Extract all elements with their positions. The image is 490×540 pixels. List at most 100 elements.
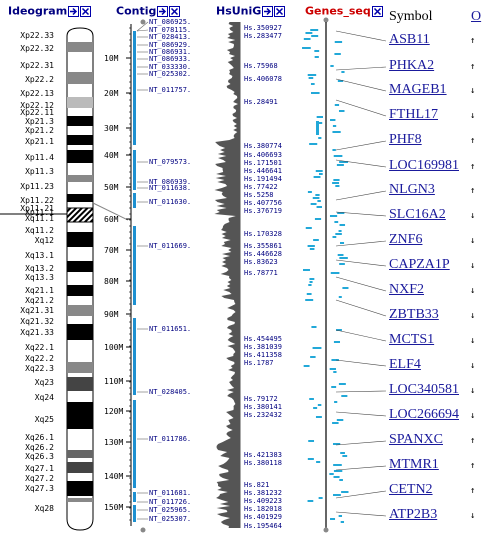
- gene-leader-line: [335, 329, 387, 342]
- gene-box: [334, 41, 343, 43]
- gene-box: [341, 491, 349, 493]
- gene-box: [332, 422, 339, 424]
- right-arrow-icon[interactable]: [262, 5, 274, 17]
- ideogram-band-label: Xq21.1: [25, 286, 54, 295]
- contig-label: NT_011681.: [149, 489, 192, 497]
- gene-box: [315, 416, 322, 418]
- scale-label: 90M: [104, 310, 119, 319]
- gene-symbol-link[interactable]: ZBTB33: [389, 307, 439, 322]
- gene-symbol-link[interactable]: PHF8: [389, 132, 422, 147]
- gene-symbol-link[interactable]: ASB11: [389, 32, 430, 47]
- gene-box: [332, 125, 337, 127]
- orientation-arrow: ↓: [470, 261, 476, 271]
- gene-symbol-link[interactable]: ELF4: [389, 357, 421, 372]
- gene-box: [310, 83, 315, 85]
- gene-symbol-link[interactable]: LOC266694: [389, 407, 459, 422]
- ideogram-band: [67, 116, 93, 126]
- ideogram-band: [67, 305, 93, 316]
- gene-box: [310, 203, 317, 205]
- gene-box: [330, 65, 334, 67]
- orientation-arrow: ↓: [470, 286, 476, 296]
- ideogram-band-label: Xp22.2: [25, 75, 54, 84]
- unigene-label: Hs.401929: [244, 513, 282, 521]
- close-x-icon[interactable]: [80, 5, 92, 17]
- contig-bar: [133, 318, 136, 395]
- unigene-label: Hs.821: [244, 481, 270, 489]
- unigene-label: Hs.75968: [244, 62, 278, 70]
- contig-label: NT_086925.: [149, 18, 192, 26]
- gene-box: [308, 440, 315, 442]
- gene-symbol-link[interactable]: CAPZA1P: [389, 257, 450, 272]
- gene-leader-line: [335, 140, 387, 151]
- gene-box: [338, 110, 345, 112]
- gene-symbol-link[interactable]: FTHL17: [389, 107, 438, 122]
- ideogram-band-label: Xq21.31: [20, 306, 54, 315]
- gene-symbol-link[interactable]: MCTS1: [389, 332, 435, 347]
- gene-symbol-link[interactable]: NXF2: [389, 282, 425, 297]
- orientation-header-link[interactable]: O: [471, 9, 482, 24]
- gene-symbol-link[interactable]: SLC16A2: [389, 207, 446, 222]
- gene-symbol-link[interactable]: CETN2: [389, 482, 433, 497]
- ideogram-band-label: Xp21.3: [25, 117, 54, 126]
- close-x-icon[interactable]: [274, 5, 286, 17]
- gene-leader-line: [335, 490, 387, 499]
- close-x-icon[interactable]: [371, 5, 383, 17]
- ideogram-band: [67, 498, 93, 502]
- gene-symbol-link[interactable]: PHKA2: [389, 58, 435, 73]
- ideogram-band-label: Xq13.3: [25, 273, 54, 282]
- gene-box: [333, 155, 343, 157]
- gene-box: [307, 458, 314, 460]
- right-arrow-icon[interactable]: [68, 5, 80, 17]
- contig-label: NT_011726.: [149, 498, 192, 506]
- gene-box: [332, 443, 341, 445]
- gene-symbol-link[interactable]: ZNF6: [389, 232, 423, 247]
- gene-box: [318, 497, 323, 499]
- gene-box: [314, 56, 319, 58]
- genes-top-dot: [323, 17, 329, 23]
- gene-box: [336, 164, 344, 166]
- unigene-label: Hs.232432: [244, 411, 282, 419]
- gene-box: [317, 200, 321, 202]
- gene-box: [303, 38, 311, 40]
- ideogram-band: [67, 97, 93, 108]
- gene-box: [334, 53, 341, 55]
- unigene-label: Hs.421383: [244, 451, 282, 459]
- gene-symbol-link[interactable]: MAGEB1: [389, 82, 447, 97]
- contig-label: NT_025307.: [149, 515, 192, 523]
- ideogram-band-label: Xq28: [34, 504, 54, 513]
- contig-label: NT_011757.: [149, 86, 192, 94]
- gene-box: [329, 215, 338, 217]
- ideogram-band-label: Xp21.2: [25, 126, 54, 135]
- ideogram-band-label: Xq13.1: [25, 251, 54, 260]
- gene-leader-line: [335, 99, 387, 117]
- genes-bottom-dot: [323, 527, 329, 533]
- gene-leader-line: [335, 259, 387, 267]
- gene-symbol-link[interactable]: LOC340581: [389, 382, 459, 397]
- gene-symbol-link[interactable]: ATP2B3: [389, 507, 438, 522]
- unigene-label: Hs.77422: [244, 183, 278, 191]
- unigene-label: Hs.283477: [244, 32, 282, 40]
- gene-symbol-link[interactable]: LOC169981: [389, 158, 459, 173]
- gene-box: [315, 170, 323, 172]
- orientation-arrow: ↓: [470, 311, 476, 321]
- ideogram-band-label: Xq22.2: [25, 354, 54, 363]
- contig-label: Contig: [116, 4, 157, 18]
- centromere-region: [66, 207, 94, 223]
- gene-symbol-link[interactable]: SPANXC: [389, 432, 443, 447]
- gene-box: [310, 29, 319, 31]
- ideogram-band-label: Xq24: [34, 393, 54, 402]
- scale-label: 80M: [104, 277, 119, 286]
- symbol-header: Symbol: [389, 9, 433, 24]
- gene-box: [313, 407, 318, 409]
- ideogram-band: [67, 150, 93, 163]
- gene-box: [330, 272, 340, 274]
- right-arrow-icon[interactable]: [157, 5, 169, 17]
- gene-box: [339, 257, 348, 259]
- close-x-icon[interactable]: [169, 5, 181, 17]
- contig-bar: [133, 31, 136, 145]
- ideogram-band-label: Xq22.1: [25, 343, 54, 352]
- gene-symbol-link[interactable]: NLGN3: [389, 182, 435, 197]
- gene-symbol-link[interactable]: MTMR1: [389, 457, 439, 472]
- gene-box: [337, 254, 344, 256]
- gene-box: [311, 326, 317, 328]
